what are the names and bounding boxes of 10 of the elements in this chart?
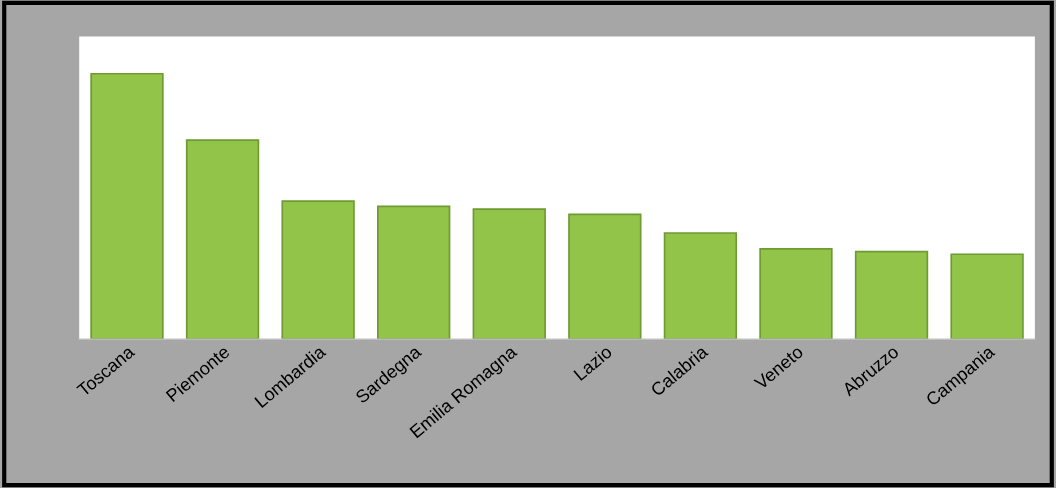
- bar: [663, 232, 738, 340]
- bar: [950, 253, 1024, 340]
- bar: [568, 213, 642, 340]
- bar: [759, 248, 833, 340]
- bar: [281, 200, 355, 340]
- bar: [472, 208, 546, 340]
- bar: [854, 250, 929, 340]
- bar: [377, 205, 451, 340]
- bar: [90, 72, 164, 340]
- bar: [185, 139, 260, 340]
